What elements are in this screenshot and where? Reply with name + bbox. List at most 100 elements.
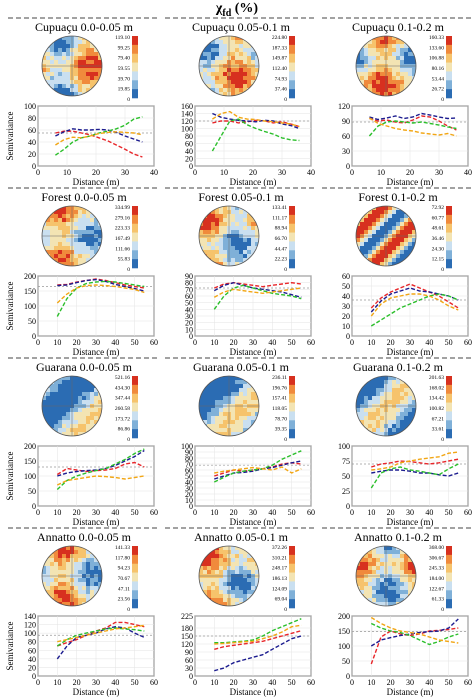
colorbar-label: 0 — [127, 437, 130, 443]
y-tick-label: 100 — [24, 472, 36, 481]
y-tick-label: 80 — [185, 279, 193, 288]
y-tick-label: 50 — [185, 472, 193, 481]
x-tick-label: 20 — [406, 168, 414, 177]
x-tick-label: 30 — [278, 168, 286, 177]
y-tick-label: 50 — [185, 299, 193, 308]
y-tick-label: 80 — [185, 454, 193, 463]
x-tick-label: 40 — [268, 338, 276, 347]
colorbar-swatch — [132, 223, 138, 233]
colorbar-swatch — [132, 402, 138, 412]
colorbar-swatch — [289, 420, 295, 430]
series-red — [214, 630, 302, 650]
y-tick-label: 150 — [24, 287, 36, 296]
colorbar-swatch — [289, 44, 295, 55]
colorbar-swatch — [446, 259, 452, 269]
colorbar-swatch — [289, 590, 295, 600]
colorbar-swatch — [446, 420, 452, 430]
x-tick-label: 10 — [210, 508, 218, 517]
colorbar-swatch — [132, 232, 138, 242]
x-tick-label: 10 — [367, 678, 375, 687]
series-blue — [214, 635, 302, 672]
x-axis-label: Distance (m) — [73, 177, 120, 187]
y-tick-label: 90 — [185, 648, 193, 657]
colorbar-label: 306.67 — [429, 555, 444, 561]
x-tick-label: 10 — [210, 338, 218, 347]
y-tick-label: 0 — [32, 332, 36, 341]
x-tick-label: 50 — [131, 338, 139, 347]
colorbar-swatch — [446, 581, 452, 591]
x-tick-label: 50 — [288, 678, 296, 687]
series-orange — [57, 475, 145, 486]
y-tick-label: 40 — [342, 292, 350, 301]
panel-title: Forest 0.1-0.2 m — [358, 190, 438, 204]
y-tick-label: 60 — [185, 656, 193, 665]
y-tick-label: 200 — [338, 612, 350, 621]
colorbar-swatch — [132, 44, 138, 55]
x-axis-label: Distance (m) — [73, 347, 120, 357]
panel-title: Guarana 0.1-0.2 m — [353, 360, 444, 374]
colorbar-swatch — [289, 53, 295, 63]
x-tick-label: 30 — [249, 508, 257, 517]
colorbar-label: 118.05 — [272, 406, 287, 412]
colorbar-label: 167.49 — [115, 236, 130, 242]
y-tick-label: 120 — [181, 117, 193, 126]
colorbar-label: 521.16 — [115, 375, 130, 381]
y-tick-label: 60 — [185, 140, 193, 149]
series-orange — [214, 624, 302, 645]
y-tick-label: 50 — [28, 317, 36, 326]
y-tick-label: 40 — [185, 305, 193, 314]
x-tick-label: 30 — [121, 168, 129, 177]
x-tick-label: 0 — [350, 508, 354, 517]
x-tick-label: 0 — [193, 338, 197, 347]
y-tick-label: 80 — [28, 638, 36, 647]
y-tick-label: 0 — [32, 672, 36, 681]
colorbar-label: 55.83 — [118, 257, 131, 263]
colorbar-label: 117.80 — [115, 555, 130, 561]
colorbar-label: 66.70 — [275, 236, 288, 242]
series-blue — [56, 625, 145, 660]
x-tick-label: 50 — [131, 508, 139, 517]
series-red — [369, 115, 457, 131]
y-tick-label: 200 — [24, 442, 36, 451]
y-tick-label: 120 — [338, 102, 350, 111]
colorbar-label: 24.30 — [432, 246, 445, 252]
y-tick-label: 80 — [28, 114, 36, 123]
colorbar-swatch — [289, 393, 295, 403]
y-tick-label: 140 — [24, 612, 36, 621]
y-tick-label: 0 — [346, 332, 350, 341]
colorbar-swatch — [132, 581, 138, 591]
colorbar-label: 12.15 — [432, 257, 445, 263]
colorbar-label: 0 — [441, 437, 444, 443]
series-orange — [214, 466, 302, 474]
colorbar-label: 245.33 — [429, 566, 444, 572]
x-tick-label: 20 — [73, 508, 81, 517]
colorbar-swatch — [289, 89, 295, 99]
colorbar-swatch — [446, 80, 452, 90]
y-tick-label: 0 — [346, 162, 350, 171]
colorbar-label: 0 — [284, 437, 287, 443]
y-tick-label: 30 — [342, 302, 350, 311]
y-tick-label: 20 — [185, 155, 193, 164]
x-tick-label: 20 — [73, 678, 81, 687]
colorbar-label: 434.30 — [115, 385, 130, 391]
x-tick-label: 30 — [249, 678, 257, 687]
colorbar-label: 100.82 — [429, 406, 444, 412]
colorbar-swatch — [446, 590, 452, 600]
colorbar-label: 248.17 — [272, 566, 287, 572]
x-axis-label: Distance (m) — [230, 347, 277, 357]
y-tick-label: 100 — [338, 442, 350, 451]
colorbar-swatch — [289, 599, 295, 609]
y-tick-label: 30 — [342, 147, 350, 156]
colorbar-label: 223.33 — [115, 226, 130, 232]
colorbar-label: 0 — [284, 267, 287, 273]
x-tick-label: 60 — [464, 508, 472, 517]
y-tick-label: 30 — [185, 312, 193, 321]
colorbar-label: 160.33 — [429, 35, 444, 41]
colorbar-label: 44.47 — [275, 246, 288, 252]
y-tick-label: 30 — [185, 484, 193, 493]
x-tick-label: 20 — [92, 168, 100, 177]
y-tick-label: 50 — [342, 472, 350, 481]
x-tick-label: 60 — [150, 678, 158, 687]
x-tick-label: 30 — [92, 338, 100, 347]
colorbar-swatch — [132, 214, 138, 225]
